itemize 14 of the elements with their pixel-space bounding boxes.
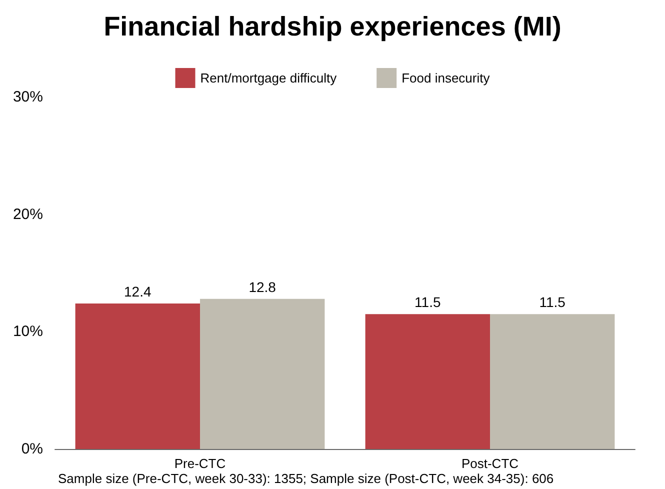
x-tick-label: Post-CTC xyxy=(461,456,519,471)
y-tick-label: 20% xyxy=(12,206,43,223)
x-tick-label: Pre-CTC xyxy=(174,456,226,471)
chart-title: Financial hardship experiences (MI) xyxy=(104,12,562,42)
data-label: 12.8 xyxy=(248,278,276,295)
legend-label: Food insecurity xyxy=(402,70,490,86)
data-label: 12.4 xyxy=(124,284,152,300)
legend-label: Rent/mortgage difficulty xyxy=(200,70,338,86)
data-label: 11.5 xyxy=(414,294,441,310)
text: Sample size (Pre-CTC, week 30-33): 1355; Sample size (Post-CTC, week 34-35): 606 xyxy=(58,471,554,486)
data-label: 11.5 xyxy=(539,294,566,310)
y-tick-label: 0% xyxy=(21,440,43,458)
y-tick-label: 30% xyxy=(12,88,43,106)
y-tick-label: 10% xyxy=(12,323,43,340)
